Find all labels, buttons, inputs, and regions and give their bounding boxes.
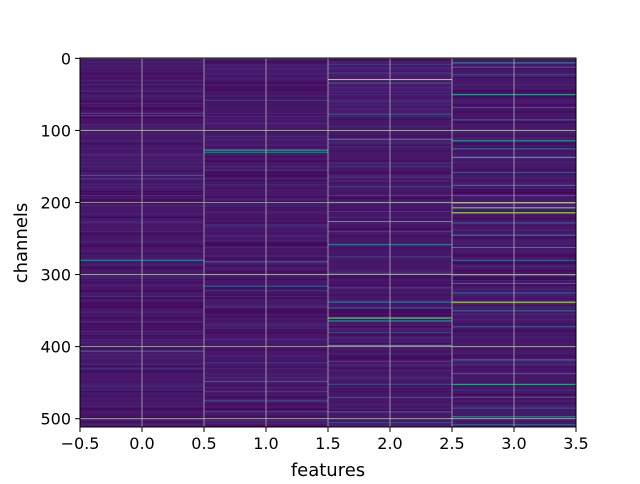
x-tick-label: 0.0	[129, 434, 154, 453]
x-tick-label: 1.5	[315, 434, 340, 453]
y-tick-label: 100	[40, 121, 71, 140]
x-tick-label: 1.0	[253, 434, 278, 453]
plot-area	[80, 58, 576, 427]
y-axis-ticks: 0 100 200 300 400 500	[40, 49, 80, 429]
x-axis-ticks: −0.5 0.0 0.5 1.0 1.5 2.0 2.5 3.0 3.5	[61, 427, 589, 453]
x-tick-label: 2.5	[439, 434, 464, 453]
x-tick-label: 0.5	[191, 434, 216, 453]
y-tick-label: 0	[61, 49, 71, 68]
y-tick-label: 300	[40, 266, 71, 285]
x-tick-label: −0.5	[61, 434, 100, 453]
x-tick-label: 3.5	[563, 434, 588, 453]
y-tick-label: 500	[40, 410, 71, 429]
x-axis-label: features	[291, 460, 365, 480]
y-tick-label: 200	[40, 194, 71, 213]
y-axis-label: channels	[11, 203, 32, 284]
y-tick-label: 400	[40, 338, 71, 357]
x-tick-label: 2.0	[377, 434, 402, 453]
x-tick-label: 3.0	[501, 434, 526, 453]
